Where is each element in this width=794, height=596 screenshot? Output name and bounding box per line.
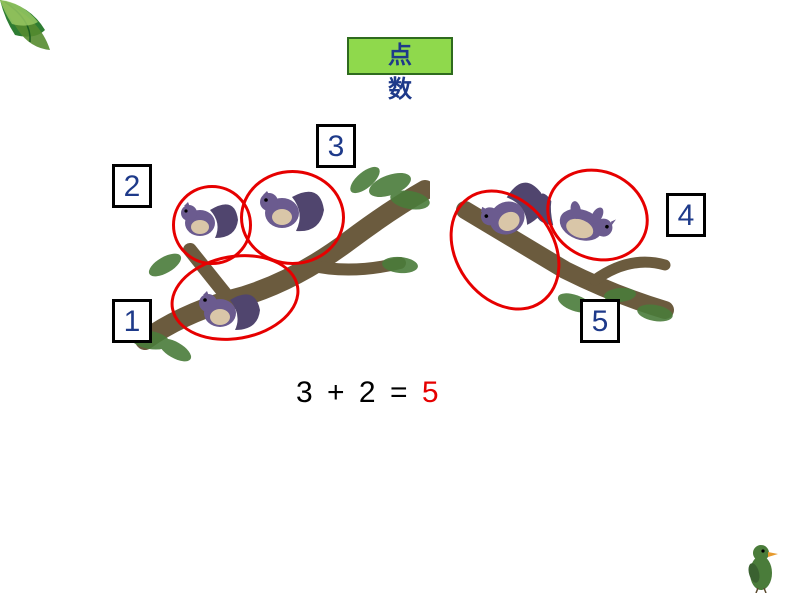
stage: 点 数: [0, 0, 794, 596]
number-box-3: 3: [316, 124, 356, 168]
title-box: 点 数: [347, 37, 453, 75]
equation: 3 + 2 = 5: [296, 376, 439, 410]
number-box-5: 5: [580, 299, 620, 343]
equation-op: +: [327, 376, 345, 409]
corner-leaf-icon: [0, 0, 80, 80]
number-box-1: 1: [112, 299, 152, 343]
number-box-4: 4: [666, 193, 706, 237]
equation-a: 3: [296, 376, 313, 409]
left-branch-group: [110, 145, 430, 365]
bird-icon: [736, 538, 791, 593]
count-circle: [240, 170, 345, 265]
equation-eq: =: [390, 376, 408, 409]
right-branch-group: [455, 165, 680, 345]
number-box-2: 2: [112, 164, 152, 208]
equation-answer: 5: [422, 376, 439, 409]
equation-b: 2: [359, 376, 376, 409]
